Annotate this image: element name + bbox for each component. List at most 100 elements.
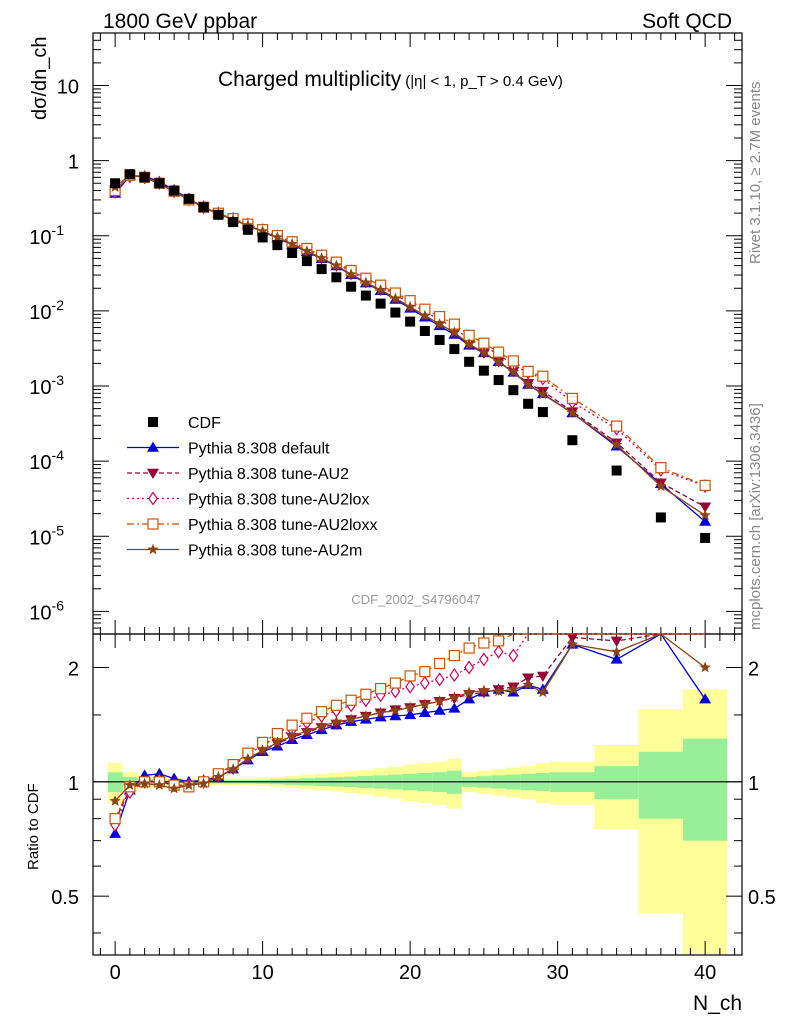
legend-label: Pythia 8.308 default (188, 441, 330, 458)
ratio-panel-frame (92, 633, 743, 956)
ratio-point-au2m (492, 685, 505, 697)
legend-marker-au2 (147, 468, 159, 479)
chart-title-main: Charged multiplicity (218, 68, 402, 91)
ratio-point-au2m (227, 763, 239, 774)
y-tick-label: 10-5 (29, 522, 64, 549)
ratio-point-au2m (433, 695, 446, 707)
ratio-point-au2loxx (345, 694, 357, 706)
ratio-point-au2loxx (375, 682, 387, 695)
y-tick-label: 10-2 (29, 297, 64, 324)
data-point-cdf (154, 178, 165, 189)
legend-label: CDF (188, 415, 221, 432)
series-line-au2m (114, 174, 706, 516)
ratio-point-au2m (566, 638, 579, 650)
ratio-point-au2m (389, 704, 402, 716)
point-au2m (271, 231, 284, 243)
point-au2loxx (655, 462, 667, 474)
ratio-point-au2m (478, 684, 490, 696)
ratio-tick-label: 0.5 (51, 887, 79, 909)
data-point-cdf (169, 185, 180, 196)
y-tick-label: 10-3 (29, 372, 64, 399)
x-tick-label: 0 (110, 962, 121, 984)
legend-label: Pythia 8.308 tune-AU2loxx (188, 517, 377, 534)
data-point-cdf (287, 247, 298, 258)
data-point-cdf (272, 240, 283, 251)
ratio-point-au2m (212, 770, 225, 782)
data-point-cdf (228, 217, 239, 228)
legend-marker-au2lox (148, 491, 158, 506)
point-au2m (301, 245, 313, 256)
legend-label: Pythia 8.308 tune-AU2lox (188, 492, 369, 509)
legend-marker-au2m (147, 543, 159, 555)
ratio-line-au2m (114, 633, 706, 802)
data-point-cdf (316, 264, 327, 275)
point-au2m (433, 318, 446, 329)
point-au2m (404, 300, 416, 312)
ratio-point-au2m (374, 706, 387, 718)
point-au2m (463, 338, 475, 349)
ratio-point-au2m (124, 779, 136, 790)
legend-marker-au2loxx (147, 518, 159, 530)
data-point-cdf (508, 385, 519, 396)
main-series (109, 168, 712, 543)
point-au2loxx (611, 420, 623, 432)
axis-ticks: 0 10 20 30 40 10-6 10-5 10-4 10-3 10-2 10-1 1 10 0.5 0… (29, 32, 776, 984)
point-au2m (315, 252, 328, 263)
data-point-cdf (110, 178, 121, 189)
point-au2m (448, 326, 461, 338)
point-au2m (610, 438, 623, 450)
ratio-point-au2loxx (109, 813, 121, 825)
data-point-cdf (242, 224, 253, 235)
ratio-point-au2 (566, 633, 579, 644)
ratio-point-au2m (330, 715, 343, 727)
data-point-cdf (405, 316, 416, 327)
uncertainty-bands (93, 689, 742, 954)
ratio-tick-label: 1 (68, 773, 79, 795)
ratio-point-au2m (537, 686, 549, 698)
data-point-cdf (464, 356, 475, 367)
data-point-cdf (537, 407, 548, 418)
point-au2m (419, 309, 431, 321)
ratio-point-au2loxx (478, 637, 490, 649)
legend-label: Pythia 8.308 tune-AU2 (188, 466, 349, 483)
header-right: Soft QCD (642, 10, 732, 33)
ratio-point-au2m (507, 683, 520, 695)
ratio-point-au2lox (434, 672, 445, 687)
legend: CDF Pythia 8.308 default Pythia 8.308 tune… (127, 415, 377, 560)
y-tick-label: 10-6 (29, 597, 64, 624)
ratio-point-au2loxx (493, 635, 505, 647)
chart-title: Charged multiplicity (|η| < 1, p_T > 0.4 … (218, 68, 563, 91)
ratio-point-default (153, 767, 166, 778)
ratio-point-default (699, 693, 712, 704)
point-au2 (699, 502, 712, 513)
ratio-point-au2loxx (419, 666, 431, 678)
data-point-cdf (124, 169, 135, 180)
ratio-point-au2 (522, 673, 535, 684)
ratio-point-default (448, 702, 461, 713)
ratio-point-default (433, 704, 446, 715)
data-point-cdf (493, 375, 504, 386)
legend-marker-cdf (148, 417, 158, 427)
mcplots-label: mcplots.cern.ch [arXiv:1306.3436] (747, 403, 764, 630)
band-green (683, 738, 728, 841)
ratio-line-au2loxx (114, 633, 706, 819)
rivet-label: Rivet 3.1.10, ≥ 2.7M events (747, 82, 764, 265)
data-point-cdf (301, 256, 312, 267)
ratio-point-au2m (610, 645, 623, 657)
ratio-point-au2loxx (448, 649, 460, 662)
point-au2loxx (493, 346, 505, 358)
ratio-point-au2m (463, 686, 475, 698)
point-default (699, 515, 712, 526)
point-au2m (507, 365, 520, 377)
point-au2loxx (507, 355, 519, 367)
point-au2loxx (522, 365, 534, 377)
chart-title-cut: (|η| < 1, p_T > 0.4 GeV) (405, 73, 563, 90)
data-point-cdf (655, 512, 666, 523)
ratio-point-au2m (197, 777, 210, 789)
x-tick-label: 10 (252, 962, 274, 984)
ratio-point-au2m (419, 698, 431, 710)
data-point-cdf (360, 290, 371, 301)
x-tick-label: 30 (547, 962, 569, 984)
ratio-point-default (610, 653, 623, 664)
ratio-tick-label-right: 1 (748, 773, 759, 795)
